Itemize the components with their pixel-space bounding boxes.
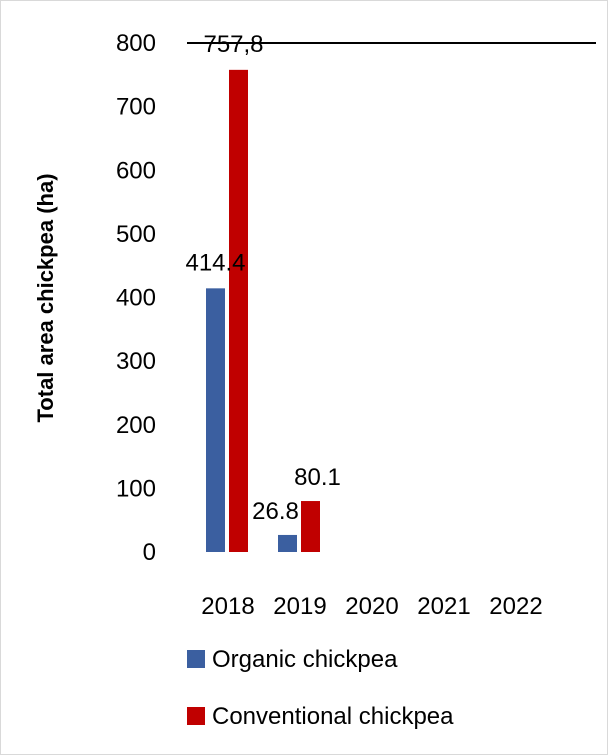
- legend-swatch: [187, 707, 205, 725]
- data-label: 26.8: [252, 498, 299, 525]
- x-tick-label: 2022: [489, 593, 542, 620]
- legend-swatch: [187, 650, 205, 668]
- bar-organic-chickpea-2018: [206, 288, 225, 552]
- data-label: 80.1: [294, 464, 341, 491]
- bars: [206, 69, 320, 553]
- legend: Organic chickpea Conventional chickpea: [187, 646, 454, 730]
- x-tick-label: 2020: [345, 593, 398, 620]
- y-tick-label: 300: [116, 348, 156, 375]
- bar-conventional-chickpea-2018: [229, 69, 248, 553]
- bar-conventional-chickpea-2019: [301, 501, 320, 552]
- y-tick-label: 600: [116, 157, 156, 184]
- y-tick-label: 400: [116, 285, 156, 312]
- data-label: 757,8: [203, 31, 263, 58]
- bar-organic-chickpea-2019: [278, 534, 297, 552]
- x-tick-label: 2021: [417, 593, 470, 620]
- y-axis-title: Total area chickpea (ha): [33, 173, 58, 422]
- x-tick-label: 2018: [201, 593, 254, 620]
- x-axis-ticks: 2018 2019 2020 2021 2022: [201, 593, 542, 620]
- y-tick-label: 500: [116, 221, 156, 248]
- legend-label: Conventional chickpea: [212, 703, 454, 730]
- data-labels: 414.4 26.8 757,8 80.1: [185, 31, 340, 525]
- y-tick-label: 800: [116, 30, 156, 57]
- data-label: 414.4: [185, 249, 245, 276]
- y-tick-label: 700: [116, 94, 156, 121]
- legend-label: Organic chickpea: [212, 646, 398, 673]
- y-tick-label: 100: [116, 475, 156, 502]
- y-axis-ticks: 0 100 200 300 400 500 600 700 800: [116, 30, 156, 566]
- x-tick-label: 2019: [273, 593, 326, 620]
- y-tick-label: 0: [143, 539, 156, 566]
- y-tick-label: 200: [116, 412, 156, 439]
